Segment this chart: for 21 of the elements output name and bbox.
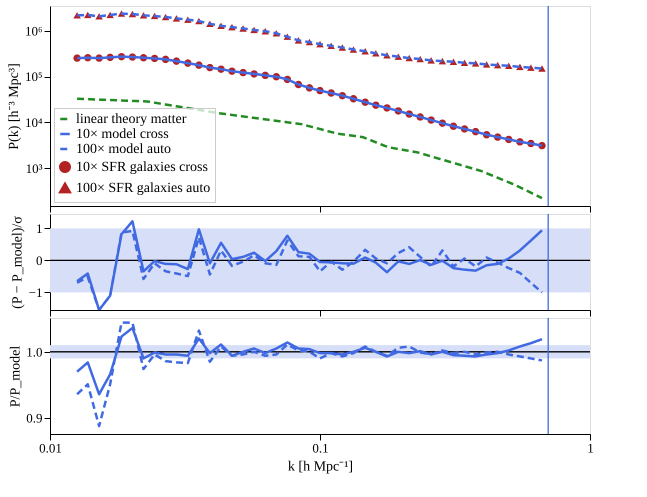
y-tick-label: 10⁵ (24, 69, 42, 84)
y-tick-label: 0.9 (26, 410, 42, 426)
y-tick-label: −1 (28, 284, 42, 300)
legend-label: 10× SFR galaxies cross (76, 160, 208, 175)
y-tick-label: 0 (36, 252, 42, 268)
x-tick-label: 0.1 (312, 440, 329, 456)
y-axis-title: P/P_model (8, 346, 24, 408)
y-tick-label: 1.0 (26, 344, 42, 360)
legend-label: linear theory matter (76, 112, 187, 127)
y-tick-label: 10³ (26, 160, 43, 176)
legend-label: 100× model auto (76, 142, 171, 157)
y-axis-title: P(k) [h⁻³ Mpc³] (6, 63, 22, 150)
legend-label: 10× model cross (76, 127, 169, 142)
x-tick-label: 1 (587, 440, 594, 456)
legend-label: 100× SFR galaxies auto (76, 181, 210, 196)
y-tick-label: 10⁶ (24, 23, 42, 38)
y-tick-label: 1 (36, 220, 42, 236)
x-axis-title: k [h Mpc⁻¹] (288, 460, 354, 474)
y-axis-title: (P − P_model)/σ (10, 216, 26, 309)
x-tick-label: 0.01 (39, 440, 62, 456)
y-tick-label: 10⁴ (24, 114, 43, 130)
